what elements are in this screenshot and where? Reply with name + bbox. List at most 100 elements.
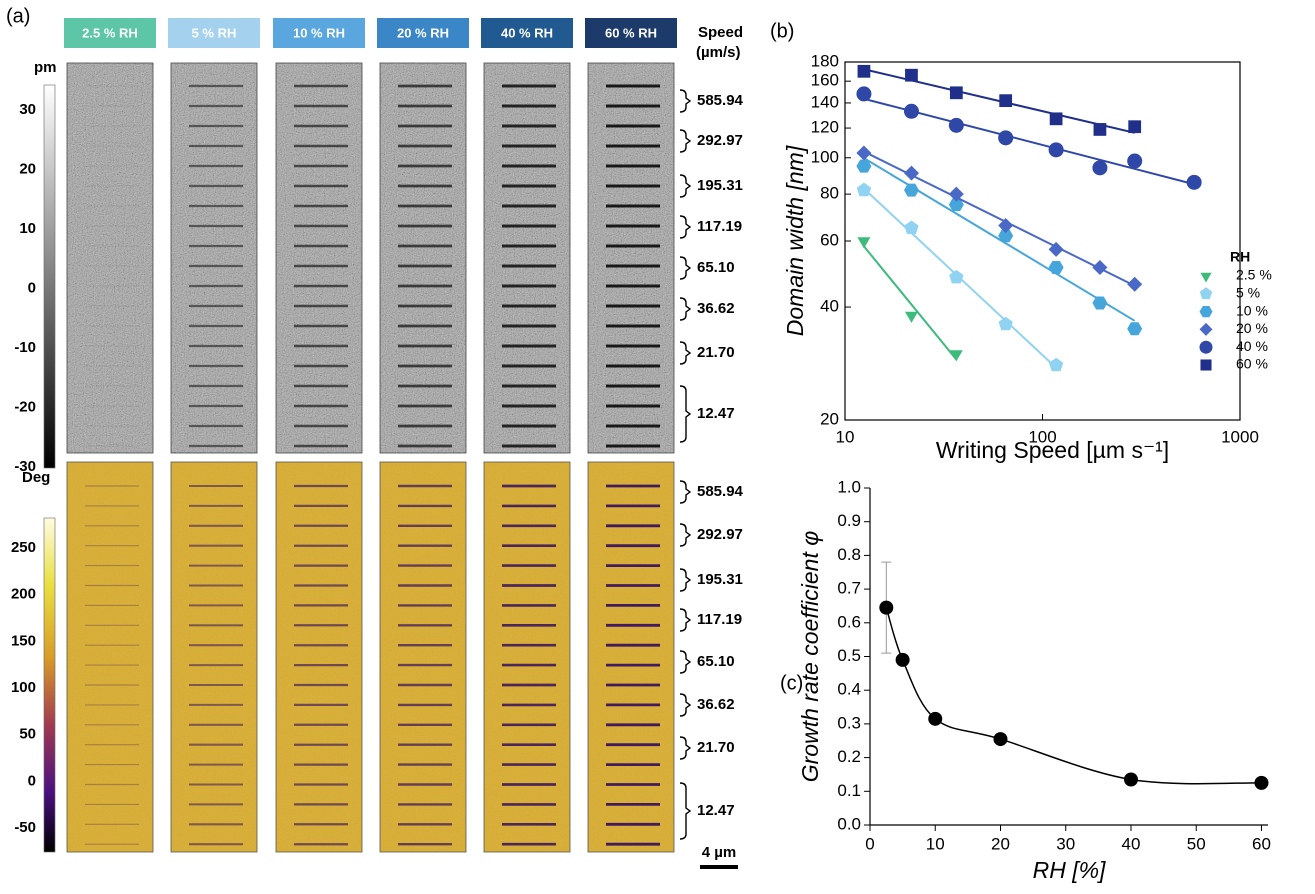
colorbar-tick-label: -10: [14, 339, 36, 356]
speed-brace: [679, 650, 692, 674]
point: [1123, 772, 1138, 787]
column-header: [168, 18, 260, 48]
y-tick-label: 100: [811, 147, 839, 166]
marker: [905, 68, 918, 82]
x-tick-label: 1000: [1221, 427, 1259, 446]
speed-brace: [679, 693, 692, 717]
image-frame: [379, 62, 467, 454]
speed-label: 195.31: [697, 177, 743, 194]
marker: [1048, 261, 1064, 274]
marker: [948, 186, 964, 202]
phase-texture: [588, 462, 674, 852]
speed-brace: [679, 568, 692, 592]
image-frame: [587, 62, 675, 454]
column-header: [273, 18, 365, 48]
y-tick-label: 0.4: [837, 680, 861, 699]
y-axis-label: Growth rate coefficient φ: [797, 531, 823, 783]
amplitude-colorbar: [43, 84, 56, 469]
image-frame: [275, 461, 363, 853]
marker: [1186, 174, 1202, 190]
y-axis-label: Domain width [nm]: [782, 145, 808, 336]
speed-label: 585.94: [697, 92, 744, 109]
speed-label: 117.19: [697, 611, 742, 628]
point: [928, 711, 943, 726]
phase-texture: [171, 462, 257, 852]
marker: [1199, 306, 1213, 318]
marker: [1200, 272, 1212, 283]
y-tick-label: 80: [820, 184, 839, 203]
marker: [1048, 241, 1064, 257]
colorbar-tick-label: 20: [19, 160, 36, 177]
column-header-label: 40 % RH: [501, 25, 553, 40]
speed-label: 36.62: [697, 696, 735, 713]
marker: [856, 86, 872, 102]
colorbar-tick-label: 150: [11, 632, 36, 649]
legend-label: 5 %: [1236, 285, 1260, 301]
speed-brace: [679, 480, 692, 504]
speed-label: 12.47: [697, 405, 735, 422]
colorbar-tick-label: 0: [28, 772, 36, 789]
marker: [1092, 160, 1108, 176]
marker: [1048, 142, 1064, 158]
column-header: [481, 18, 573, 48]
speed-label: 21.70: [697, 739, 735, 756]
colorbar-tick-label: 30: [19, 101, 36, 118]
column-header-label: 20 % RH: [397, 25, 449, 40]
y-tick-label: 40: [820, 297, 839, 316]
x-tick-label: 10: [926, 834, 945, 853]
marker: [856, 182, 872, 197]
marker: [1199, 322, 1213, 336]
phase-texture: [380, 462, 466, 852]
panel-label: (a): [6, 5, 30, 27]
image-frame: [66, 62, 154, 454]
speed-label: 36.62: [697, 300, 735, 317]
colorbar-tick-label: 100: [11, 679, 36, 696]
colorbar-tick-label: 0: [28, 279, 36, 296]
marker: [904, 183, 919, 197]
marker: [1128, 120, 1142, 134]
x-tick-label: 0: [865, 834, 874, 853]
legend-label: 40 %: [1236, 338, 1268, 354]
x-axis-label: RH [%]: [1033, 857, 1106, 883]
x-tick-label: 40: [1122, 834, 1141, 853]
image-frame: [483, 62, 571, 454]
point: [879, 600, 894, 615]
y-tick-label: 20: [820, 409, 839, 428]
speed-label: 292.97: [697, 526, 743, 543]
legend-title: RH: [1230, 249, 1250, 265]
image-frame: [483, 461, 571, 853]
image-frame: [170, 62, 258, 454]
y-tick-label: 0.8: [837, 545, 861, 564]
speed-label: 65.10: [697, 259, 735, 276]
fit-line: [863, 97, 1195, 186]
speed-brace: [679, 523, 692, 547]
marker: [949, 269, 964, 284]
y-tick-label: 140: [811, 92, 839, 111]
image-frame: [275, 62, 363, 454]
speed-label: 65.10: [697, 653, 735, 670]
speed-brace: [679, 782, 692, 840]
image-frame: [66, 461, 154, 853]
column-header-label: 5 % RH: [192, 25, 237, 40]
y-tick-label: 0.0: [837, 814, 861, 833]
colorbar-tick-label: 200: [11, 586, 36, 603]
speed-brace: [679, 215, 692, 239]
amplitude-texture: [276, 63, 362, 453]
colorbar-unit: pm: [34, 59, 57, 76]
amplitude-texture: [67, 63, 153, 453]
speed-title: (µm/s): [696, 44, 740, 61]
point: [993, 732, 1008, 747]
colorbar-tick-label: -50: [14, 819, 36, 836]
marker: [905, 311, 918, 323]
marker: [948, 117, 964, 133]
marker: [998, 229, 1014, 243]
amplitude-texture: [588, 63, 674, 453]
speed-label: 117.19: [697, 218, 742, 235]
column-header: [377, 18, 469, 48]
marker: [1200, 359, 1212, 371]
marker: [998, 218, 1014, 233]
marker: [1092, 296, 1108, 310]
y-tick-label: 0.3: [837, 713, 861, 732]
